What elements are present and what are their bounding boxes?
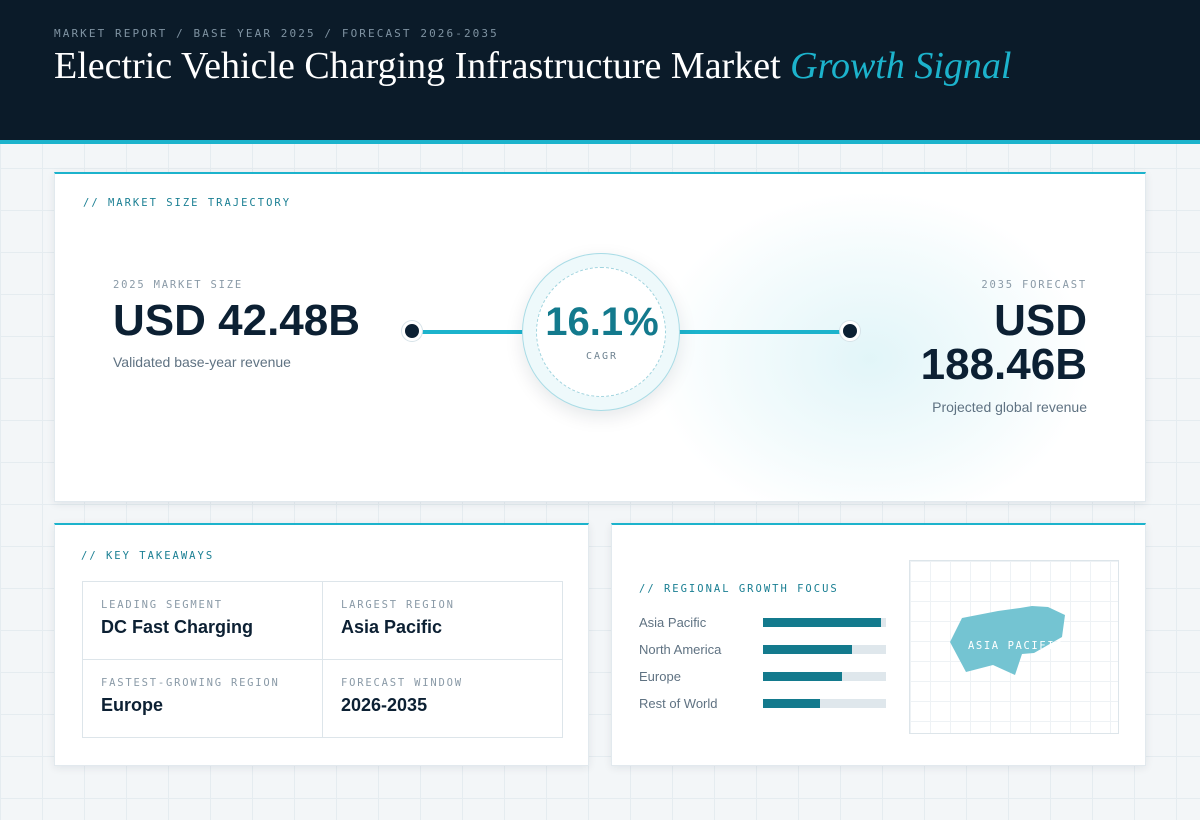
bar-fill — [763, 645, 852, 654]
grid-divider-horizontal — [83, 659, 562, 660]
trajectory-line-right — [677, 330, 843, 334]
bar-track — [763, 699, 886, 708]
takeaway-value: DC Fast Charging — [101, 617, 254, 637]
takeaway-value: Europe — [101, 695, 164, 715]
start-point-marker — [402, 321, 422, 341]
map-region-label: ASIA PACIFIC — [968, 640, 1064, 652]
market-size-trajectory-card: // MARKET SIZE TRAJECTORY 2025 MARKET SI… — [54, 172, 1146, 502]
bar-fill — [763, 672, 842, 681]
report-title: Electric Vehicle Charging Infrastructure… — [54, 44, 1011, 88]
cagr-badge: 16.1% CAGR — [522, 253, 680, 411]
report-eyebrow: MARKET REPORT / BASE YEAR 2025 / FORECAS… — [54, 27, 499, 40]
region-map: ASIA PACIFIC — [909, 560, 1119, 734]
bar-fill — [763, 699, 820, 708]
regional-section-label: // REGIONAL GROWTH FOCUS — [639, 583, 839, 595]
trajectory-line-left — [413, 330, 525, 334]
trajectory-section-label: // MARKET SIZE TRAJECTORY — [83, 197, 292, 209]
takeaway-label: LARGEST REGION — [341, 599, 455, 611]
cagr-label: CAGR — [585, 351, 619, 362]
bar-track — [763, 672, 886, 681]
bar-category-label: Europe — [639, 669, 681, 684]
end-caption: Projected global revenue — [932, 399, 1087, 415]
takeaway-value: Asia Pacific — [341, 617, 443, 637]
cagr-value: 16.1% — [545, 300, 659, 344]
takeaways-grid: LEADING SEGMENT DC Fast Charging LARGEST… — [82, 581, 563, 738]
takeaway-largest-region: LARGEST REGION Asia Pacific — [323, 582, 563, 660]
takeaway-label: FASTEST-GROWING REGION — [101, 677, 280, 689]
title-main: Electric Vehicle Charging Infrastructure… — [54, 45, 791, 87]
end-point-marker — [840, 321, 860, 341]
end-label: 2035 FORECAST — [981, 279, 1087, 291]
key-takeaways-card: // KEY TAKEAWAYS LEADING SEGMENT DC Fast… — [54, 523, 589, 766]
regional-growth-card: // REGIONAL GROWTH FOCUS Asia Pacific Nor… — [611, 523, 1146, 766]
asia-pacific-region — [950, 606, 1065, 675]
end-value: USD 188.46B — [920, 296, 1087, 389]
bar-row: North America — [639, 640, 889, 658]
start-caption: Validated base-year revenue — [113, 354, 291, 370]
takeaway-value: 2026-2035 — [341, 695, 428, 715]
bar-category-label: North America — [639, 642, 722, 657]
report-header: MARKET REPORT / BASE YEAR 2025 / FORECAS… — [0, 0, 1200, 144]
bar-category-label: Rest of World — [639, 696, 718, 711]
cagr-inner-ring — [536, 267, 666, 397]
bar-row: Rest of World — [639, 694, 889, 712]
takeaway-label: LEADING SEGMENT — [101, 599, 223, 611]
title-accent: Growth Signal — [790, 45, 1012, 87]
takeaway-label: FORECAST WINDOW — [341, 677, 463, 689]
takeaways-section-label: // KEY TAKEAWAYS — [81, 550, 215, 562]
asia-pacific-map-shape — [950, 606, 1065, 675]
bar-row: Europe — [639, 667, 889, 685]
start-value: USD 42.48B — [113, 296, 361, 345]
bar-fill — [763, 618, 881, 627]
start-label: 2025 MARKET SIZE — [113, 279, 243, 291]
bar-row: Asia Pacific — [639, 613, 889, 631]
takeaway-leading-segment: LEADING SEGMENT DC Fast Charging — [83, 582, 323, 660]
takeaway-fastest-growing-region: FASTEST-GROWING REGION Europe — [83, 660, 323, 738]
bar-track — [763, 618, 886, 627]
bar-track — [763, 645, 886, 654]
bar-category-label: Asia Pacific — [639, 615, 707, 630]
takeaway-forecast-window: FORECAST WINDOW 2026-2035 — [323, 660, 563, 738]
